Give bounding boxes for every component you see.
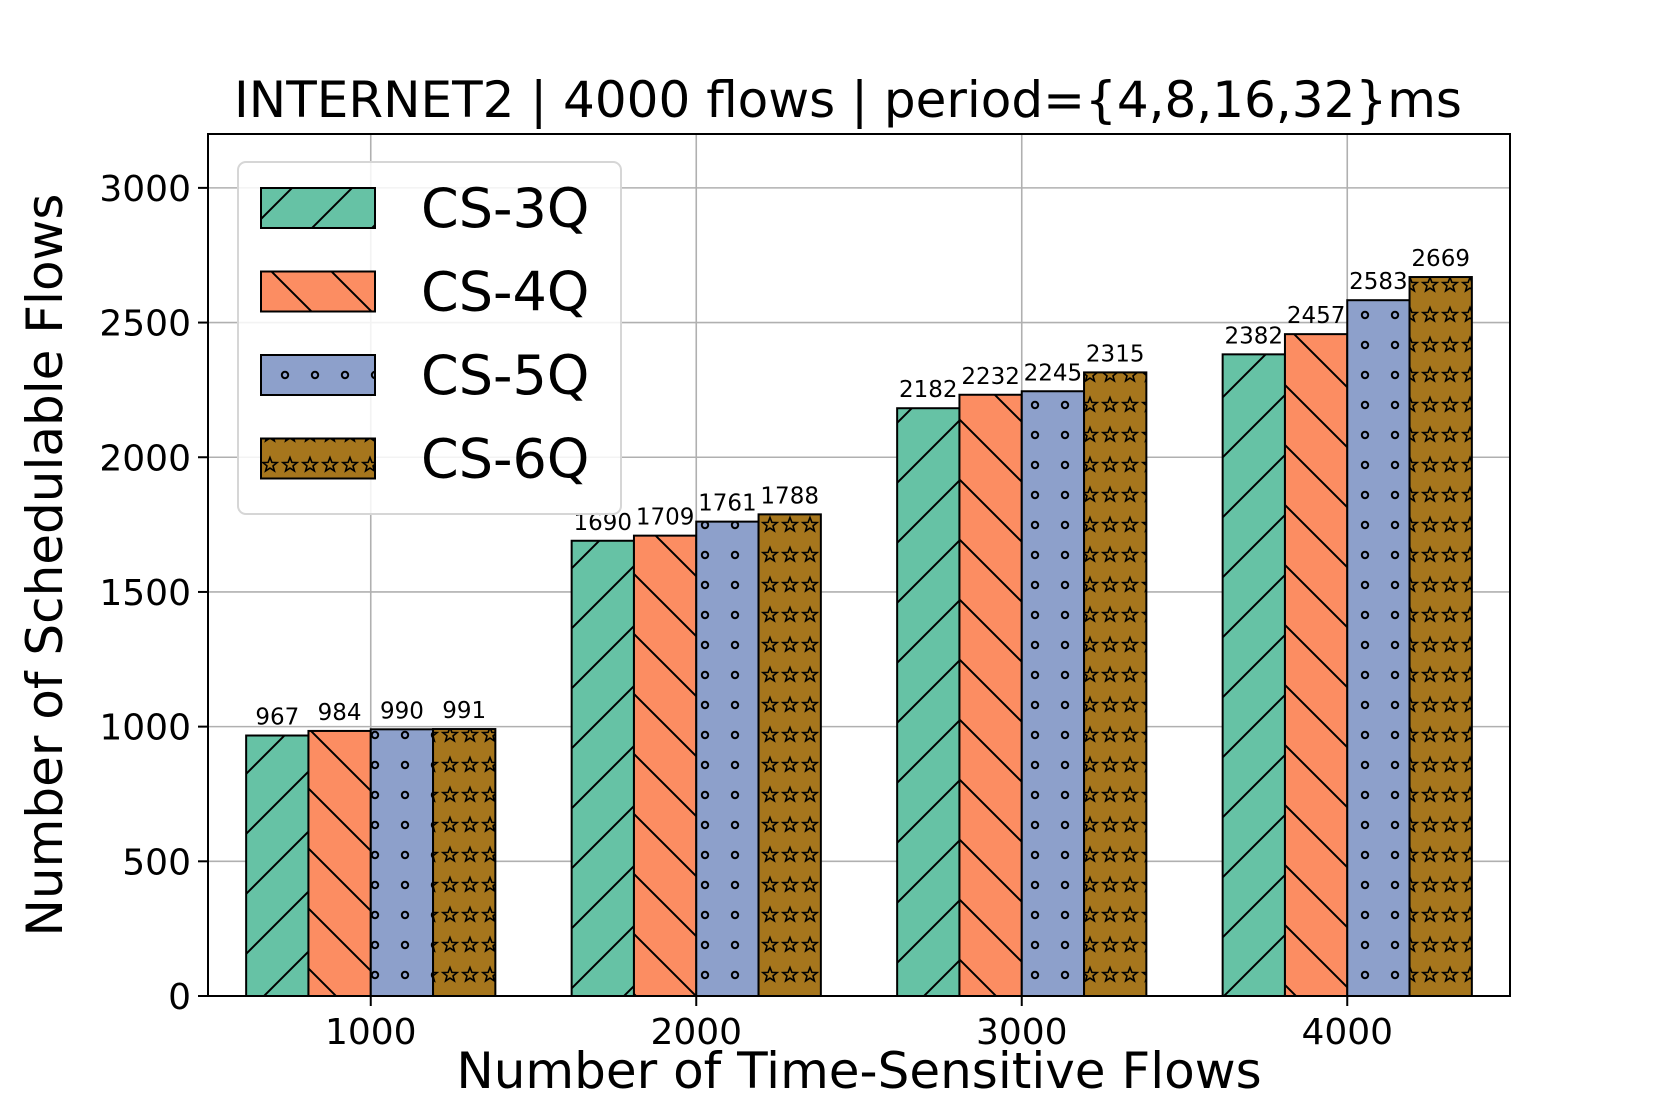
y-tick-label: 500 — [122, 842, 191, 883]
y-axis-ticks: 0 500 1000 1500 2000 2500 3000 — [99, 169, 208, 1018]
legend-box — [237, 161, 622, 515]
x-tick-label: 2000 — [650, 1012, 742, 1053]
bar-value-label: 2583 — [1349, 269, 1408, 295]
bar-cs-6q-2000 — [757, 513, 822, 997]
bar-cs-5q-1000 — [369, 728, 435, 997]
y-tick-label: 1500 — [99, 573, 191, 614]
x-axis-label: Number of Time-Sensitive Flows — [456, 1042, 1261, 1100]
legend-label-cs-5q: CS-5Q — [421, 344, 589, 407]
bar-value-label: 990 — [380, 698, 424, 724]
bar-cs-6q-4000 — [1408, 276, 1473, 997]
y-axis-label: Number of Schedulable Flows — [16, 194, 74, 937]
x-tick-label: 4000 — [1301, 1012, 1393, 1053]
bar-cs-5q-4000 — [1346, 299, 1411, 998]
legend: CS-3Q CS-4Q CS-5Q CS-6Q — [237, 161, 622, 515]
bar-cs-3q-4000 — [1221, 353, 1286, 997]
bar-cs-3q-3000 — [896, 407, 961, 997]
plot-area-frame — [207, 133, 1511, 997]
bar-value-label: 1761 — [698, 491, 757, 517]
chart-title: INTERNET2 | 4000 flows | period={4,8,16,… — [234, 71, 1462, 129]
bar-value-label: 967 — [255, 705, 299, 731]
bar-cs-4q-4000 — [1283, 333, 1349, 997]
legend-swatch-cs-6q — [260, 437, 376, 480]
legend-swatch-cs-5q — [260, 354, 376, 396]
bar-cs-5q-2000 — [695, 520, 760, 997]
bar-cs-4q-1000 — [307, 729, 372, 997]
bar-value-label: 1709 — [636, 505, 695, 531]
bar-value-label: 984 — [318, 700, 362, 726]
legend-label-cs-6q: CS-6Q — [421, 428, 589, 491]
bar-cs-6q-3000 — [1083, 371, 1148, 998]
y-tick-label: 2500 — [99, 304, 191, 345]
y-tick-label: 3000 — [99, 169, 191, 210]
bar-cs-3q-2000 — [570, 539, 635, 997]
legend-label-cs-4q: CS-4Q — [421, 261, 589, 324]
bar-value-label: 2669 — [1411, 246, 1470, 272]
x-tick-label: 3000 — [976, 1012, 1068, 1053]
x-tick-label: 1000 — [325, 1012, 417, 1053]
bar-value-label: 991 — [442, 698, 486, 724]
bar-value-label: 2245 — [1024, 360, 1083, 386]
bar-cs-6q-1000 — [432, 728, 497, 997]
bar-cs-3q-1000 — [245, 734, 310, 998]
y-tick-label: 0 — [168, 977, 191, 1018]
y-tick-label: 1000 — [99, 708, 191, 749]
bars — [245, 276, 1473, 998]
bar-cs-4q-2000 — [632, 534, 698, 997]
bar-cs-4q-3000 — [958, 393, 1023, 997]
bar-value-label: 2382 — [1225, 323, 1284, 349]
legend-swatch-cs-3q — [260, 187, 376, 229]
legend-label-cs-3q: CS-3Q — [421, 177, 589, 240]
y-tick-label: 2000 — [99, 438, 191, 479]
bar-value-label: 2232 — [961, 364, 1020, 390]
x-axis-ticks: 1000 2000 3000 4000 — [325, 996, 1393, 1053]
bar-value-label: 2457 — [1287, 303, 1346, 329]
bar-cs-5q-3000 — [1020, 390, 1086, 997]
bar-value-label: 2182 — [899, 377, 958, 403]
bar-value-label: 2315 — [1086, 341, 1145, 367]
bar-value-label: 1788 — [760, 483, 819, 509]
legend-swatch-cs-4q — [260, 270, 376, 313]
